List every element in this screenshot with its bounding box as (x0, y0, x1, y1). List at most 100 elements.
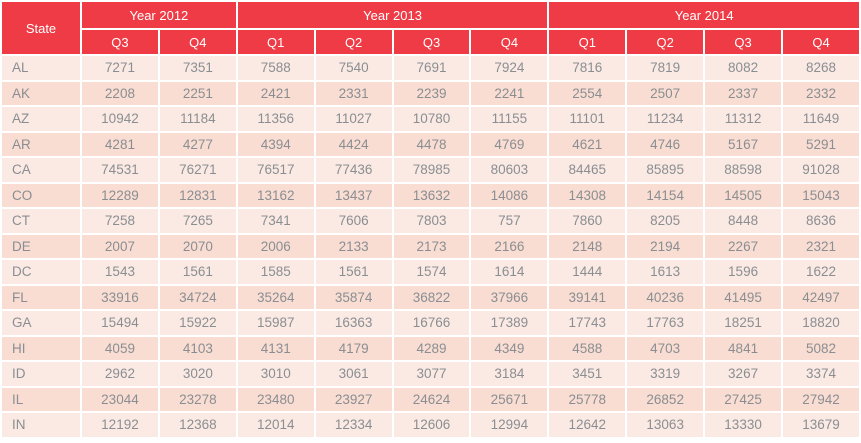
value-cell: 1622 (783, 260, 859, 284)
value-cell: 4281 (82, 132, 158, 156)
value-cell: 7588 (237, 56, 314, 80)
value-cell: 10942 (82, 107, 158, 131)
state-cell: AK (2, 81, 80, 105)
value-cell: 27425 (705, 387, 782, 411)
value-cell: 2962 (82, 362, 158, 386)
value-cell: 3374 (783, 362, 859, 386)
state-cell: CA (2, 158, 80, 182)
value-cell: 2421 (237, 81, 314, 105)
value-cell: 18820 (783, 311, 859, 335)
value-cell: 23927 (315, 387, 392, 411)
value-cell: 39141 (549, 285, 626, 309)
state-column-header: State (2, 2, 80, 54)
table-row: AK 2208 2251 2421 2331 2239 2241 2554 2507 2337 23… (2, 81, 859, 105)
value-cell: 16363 (315, 311, 392, 335)
value-cell: 4394 (237, 132, 314, 156)
value-cell: 8636 (783, 209, 859, 233)
value-cell: 4703 (627, 336, 704, 360)
state-cell: CO (2, 183, 80, 207)
value-cell: 80603 (471, 158, 548, 182)
value-cell: 7341 (237, 209, 314, 233)
state-cell: IN (2, 413, 80, 437)
value-cell: 12831 (159, 183, 236, 207)
value-cell: 2194 (627, 234, 704, 258)
value-cell: 7540 (315, 56, 392, 80)
value-cell: 14086 (471, 183, 548, 207)
table-body: AL 7271 7351 7588 7540 7691 7924 7816 7819 8082 82… (2, 56, 859, 437)
value-cell: 27942 (783, 387, 859, 411)
table-row: AZ 10942 11184 11356 11027 10780 11155 11101 112… (2, 107, 859, 131)
value-cell: 4059 (82, 336, 158, 360)
value-cell: 14505 (705, 183, 782, 207)
value-cell: 14154 (627, 183, 704, 207)
value-cell: 1585 (237, 260, 314, 284)
value-cell: 5291 (783, 132, 859, 156)
value-cell: 33916 (82, 285, 158, 309)
quarter-header: Q4 (783, 30, 859, 54)
value-cell: 7265 (159, 209, 236, 233)
value-cell: 76517 (237, 158, 314, 182)
value-cell: 1574 (393, 260, 470, 284)
value-cell: 3451 (549, 362, 626, 386)
value-cell: 7351 (159, 56, 236, 80)
value-cell: 8448 (705, 209, 782, 233)
year-group-header: Year 2012 (82, 2, 236, 28)
quarter-header: Q4 (159, 30, 236, 54)
value-cell: 40236 (627, 285, 704, 309)
state-cell: AL (2, 56, 80, 80)
value-cell: 8205 (627, 209, 704, 233)
table-row: GA 15494 15922 15987 16363 16766 17389 17743 177… (2, 311, 859, 335)
value-cell: 91028 (783, 158, 859, 182)
value-cell: 74531 (82, 158, 158, 182)
value-cell: 3267 (705, 362, 782, 386)
value-cell: 17763 (627, 311, 704, 335)
value-cell: 34724 (159, 285, 236, 309)
value-cell: 2507 (627, 81, 704, 105)
value-cell: 11184 (159, 107, 236, 131)
value-cell: 42497 (783, 285, 859, 309)
table-row: IL 23044 23278 23480 23927 24624 25671 25778 268… (2, 387, 859, 411)
value-cell: 13330 (705, 413, 782, 437)
year-group-header: Year 2014 (549, 2, 859, 28)
value-cell: 7819 (627, 56, 704, 80)
table-header: State Year 2012 Year 2013 Year 2014 Q3 Q4 Q1… (2, 2, 859, 54)
value-cell: 12994 (471, 413, 548, 437)
value-cell: 17743 (549, 311, 626, 335)
quarter-header: Q1 (237, 30, 314, 54)
value-cell: 12606 (393, 413, 470, 437)
value-cell: 7816 (549, 56, 626, 80)
value-cell: 15494 (82, 311, 158, 335)
value-cell: 85895 (627, 158, 704, 182)
value-cell: 13162 (237, 183, 314, 207)
value-cell: 5082 (783, 336, 859, 360)
value-cell: 3061 (315, 362, 392, 386)
value-cell: 7803 (393, 209, 470, 233)
quarter-header: Q1 (549, 30, 626, 54)
value-cell: 11155 (471, 107, 548, 131)
value-cell: 2166 (471, 234, 548, 258)
value-cell: 5167 (705, 132, 782, 156)
table-row: CO 12289 12831 13162 13437 13632 14086 14308 141… (2, 183, 859, 207)
value-cell: 3319 (627, 362, 704, 386)
table-row: DC 1543 1561 1585 1561 1574 1614 1444 1613 1596 16… (2, 260, 859, 284)
value-cell: 1561 (315, 260, 392, 284)
table-row: CA 74531 76271 76517 77436 78985 80603 84465 858… (2, 158, 859, 182)
table-row: IN 12192 12368 12014 12334 12606 12994 12642 130… (2, 413, 859, 437)
table-row: HI 4059 4103 4131 4179 4289 4349 4588 4703 4841 50… (2, 336, 859, 360)
value-cell: 11649 (783, 107, 859, 131)
value-cell: 4424 (315, 132, 392, 156)
value-cell: 13632 (393, 183, 470, 207)
value-cell: 2133 (315, 234, 392, 258)
value-cell: 4277 (159, 132, 236, 156)
value-cell: 2208 (82, 81, 158, 105)
value-cell: 12368 (159, 413, 236, 437)
value-cell: 4478 (393, 132, 470, 156)
value-cell: 14308 (549, 183, 626, 207)
table-row: AL 7271 7351 7588 7540 7691 7924 7816 7819 8082 82… (2, 56, 859, 80)
quarter-header: Q2 (315, 30, 392, 54)
state-cell: CT (2, 209, 80, 233)
value-cell: 757 (471, 209, 548, 233)
value-cell: 2332 (783, 81, 859, 105)
quarter-header: Q2 (627, 30, 704, 54)
value-cell: 2239 (393, 81, 470, 105)
